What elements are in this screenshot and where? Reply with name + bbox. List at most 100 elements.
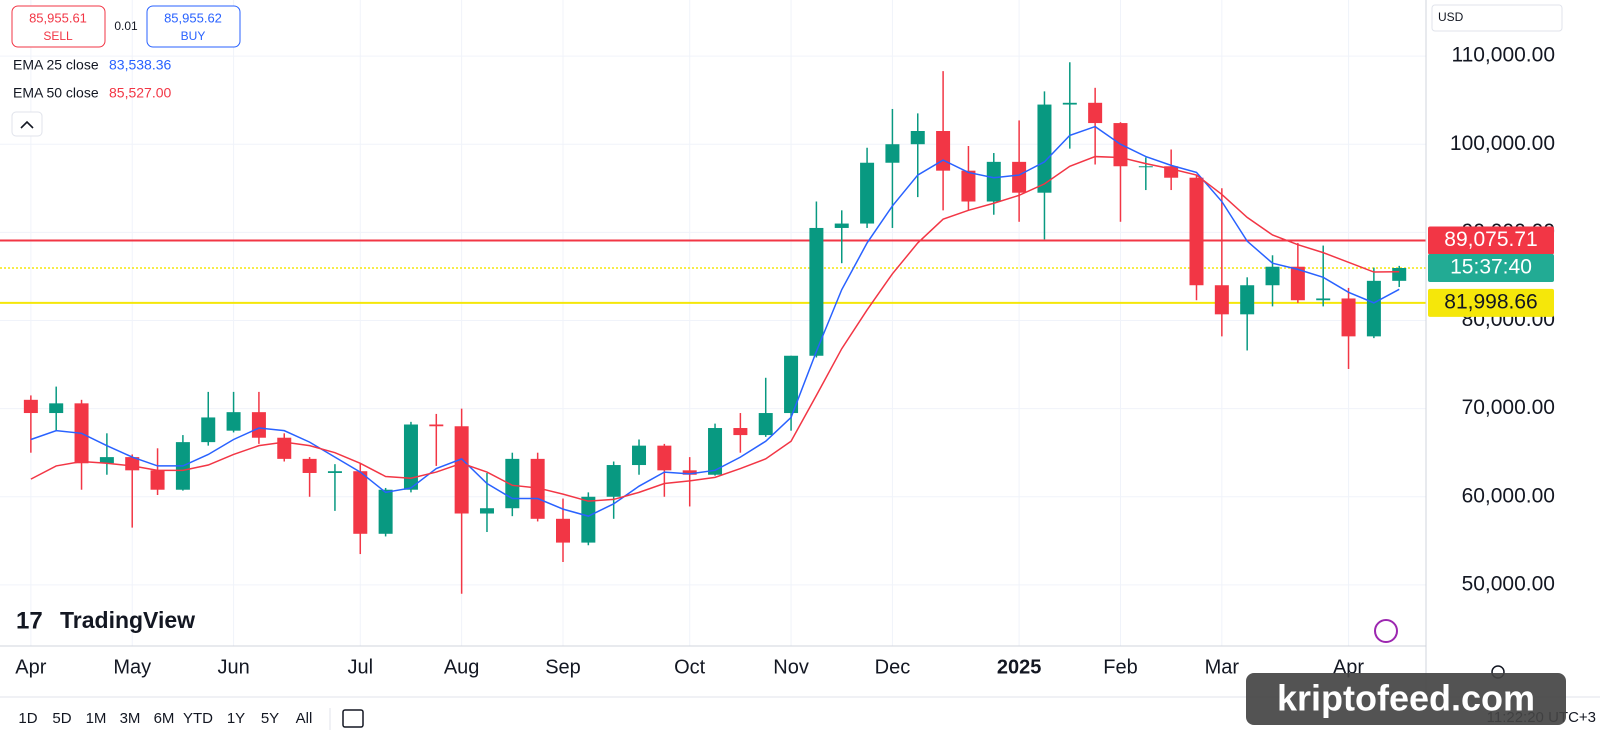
level-label-box (1428, 226, 1554, 255)
candle-body (302, 458, 317, 473)
watermark-box (1246, 673, 1566, 725)
candle-body (986, 161, 1001, 202)
candle-body (1138, 166, 1153, 168)
candle-body (708, 428, 723, 475)
timeframe-button[interactable]: 1Y (227, 710, 245, 727)
candle-body (556, 518, 570, 543)
y-tick-label: 60,000.00 (1462, 484, 1555, 507)
x-tick-label: Mar (1205, 656, 1240, 678)
collapse-icon (20, 120, 34, 129)
ema-line (30, 155, 1400, 502)
candle-body (1088, 102, 1103, 124)
x-tick-label: Jul (347, 656, 373, 678)
candle-body (809, 227, 824, 356)
candle-body (1341, 298, 1356, 337)
candle-body (1316, 298, 1331, 301)
sell-price[interactable]: 85,955.61 (29, 10, 87, 25)
level-label: 89,075.71 (1444, 228, 1537, 251)
y-tick-label: 50,000.00 (1462, 572, 1555, 595)
y-tick-label: 70,000.00 (1462, 396, 1555, 419)
candle-body (1265, 266, 1280, 286)
candle-body (99, 457, 114, 464)
x-tick-label: Aug (444, 656, 480, 678)
candle-body (581, 496, 596, 543)
candle-body (1240, 285, 1255, 315)
candle-body (784, 355, 799, 414)
candle-body (1214, 285, 1229, 315)
candle-body (1164, 166, 1179, 178)
buy-price[interactable]: 85,955.62 (164, 10, 222, 25)
timeframe-button[interactable]: 5D (52, 710, 71, 727)
axes: 50,000.0060,000.0070,000.0080,000.0090,0… (15, 44, 1555, 679)
candle-body (378, 489, 393, 534)
level-label-box (1428, 288, 1554, 317)
brand: TradingView (60, 607, 195, 633)
watermark: kriptofeed.com (1277, 678, 1535, 719)
candle-body (277, 437, 292, 459)
candle-body (1062, 102, 1077, 105)
legend-name: EMA 25 close (13, 57, 99, 73)
timeframe-button[interactable]: 1M (86, 710, 107, 727)
candle-body (454, 426, 469, 514)
timeframe-button[interactable]: All (296, 710, 313, 727)
candle-body (1037, 104, 1052, 193)
news-icon[interactable] (1374, 619, 1398, 643)
candle-body (834, 223, 849, 228)
candle-body (961, 170, 976, 202)
legend-value: 85,527.00 (109, 85, 171, 101)
currency[interactable]: USD (1438, 10, 1464, 24)
x-tick-label: Apr (1333, 656, 1364, 678)
candle-body (885, 144, 900, 163)
buy-button[interactable] (146, 5, 241, 48)
candle-body (150, 470, 165, 490)
candle-body (530, 458, 545, 519)
legend-name: EMA 50 close (13, 85, 99, 101)
timeframe-button[interactable]: 5Y (261, 710, 279, 727)
candle-body (1392, 268, 1407, 281)
x-tick-label: Nov (773, 656, 809, 678)
collapse-button[interactable] (11, 111, 43, 137)
x-tick-label: Dec (875, 656, 911, 678)
candle-body (327, 471, 342, 473)
candle-body (201, 417, 216, 443)
spread: 0.01 (114, 19, 138, 33)
candle-body (682, 470, 697, 475)
y-tick-label: 110,000.00 (1451, 44, 1555, 67)
date-range-icon[interactable] (342, 709, 364, 728)
candle-body (353, 471, 368, 534)
legend-value: 83,538.36 (109, 57, 171, 73)
x-tick-label: Feb (1103, 656, 1137, 678)
countdown-box (1428, 254, 1554, 283)
candle-body (657, 445, 672, 471)
candle-body (479, 508, 494, 514)
currency-selector[interactable] (1431, 4, 1563, 32)
timeframe-button[interactable]: 6M (154, 710, 175, 727)
candle-body (910, 131, 925, 145)
level-label: 81,998.66 (1444, 290, 1537, 313)
candle-body (606, 465, 621, 497)
candle-body (758, 413, 773, 436)
x-tick-label: Apr (15, 656, 46, 678)
x-tick-label: Oct (674, 656, 706, 678)
candle-body (936, 131, 951, 171)
candle-body (23, 399, 38, 414)
timeframe-button[interactable]: 1D (18, 710, 37, 727)
x-tick-label: Sep (545, 656, 581, 678)
timeframe-button[interactable]: YTD (183, 710, 213, 727)
sell-button[interactable] (11, 5, 106, 48)
x-tick-label: May (113, 656, 151, 678)
x-tick-label: 2025 (997, 656, 1042, 678)
candle-body (1012, 161, 1027, 193)
candle-body (860, 162, 875, 224)
toolbar: 1D 5D 1M 3M 6M YTD 1Y 5Y All (18, 710, 312, 727)
y-tick-label: 100,000.00 (1450, 132, 1555, 155)
candle-body (1290, 266, 1305, 301)
candle-body (632, 445, 647, 466)
sell-label[interactable]: SELL (43, 29, 73, 43)
buy-label[interactable]: BUY (181, 29, 206, 43)
candle-body (733, 428, 748, 436)
timeframe-button[interactable]: 3M (120, 710, 141, 727)
